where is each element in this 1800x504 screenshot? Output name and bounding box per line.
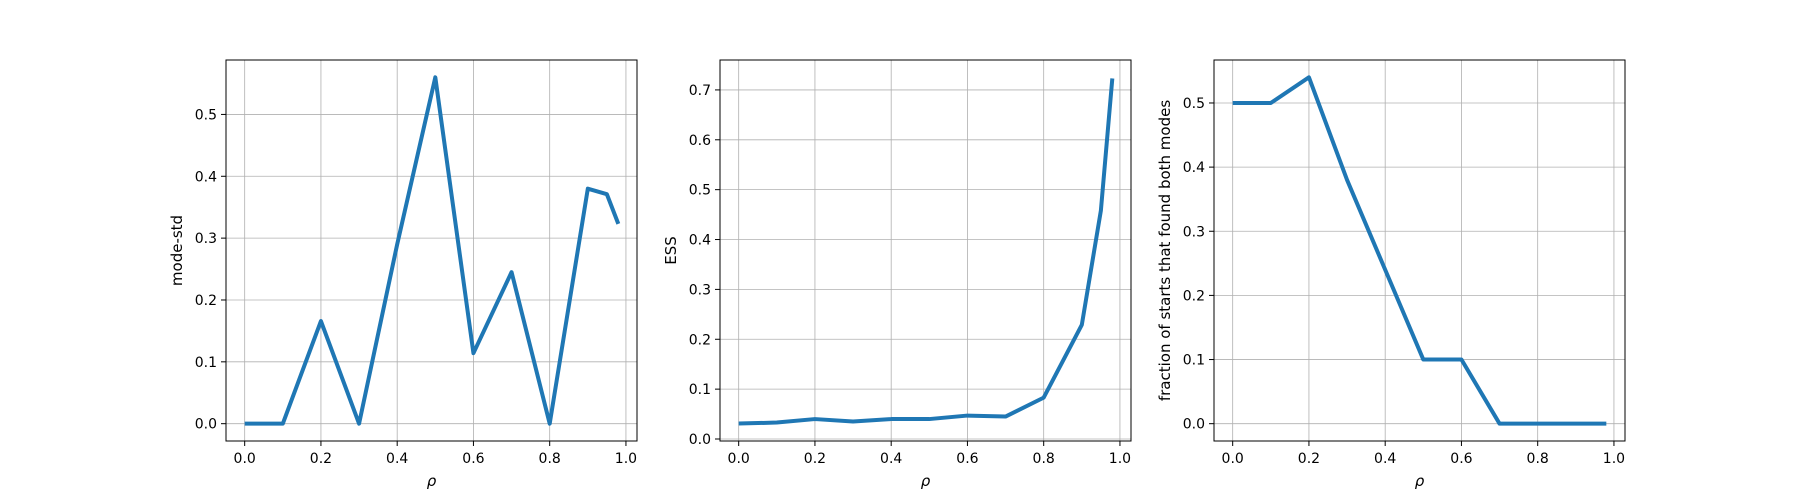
x-tick-label: 0.6	[1450, 451, 1472, 467]
x-tick-label: 0.6	[956, 451, 978, 467]
x-axis-label: ρ	[427, 472, 437, 490]
y-axis-label: mode-std	[168, 215, 186, 286]
x-tick-label: 0.4	[386, 451, 408, 467]
y-tick-label: 0.1	[689, 382, 711, 398]
y-tick-label: 0.0	[689, 432, 711, 448]
x-tick-label: 0.8	[1033, 451, 1055, 467]
chart-panel-2: 0.0 0.2 0.4 0.6 0.8 1.0 0.0 0.1 0.2 0.3 0.4 0.5 0.6 0…	[662, 59, 1132, 490]
x-tick-label: 0.2	[1298, 451, 1320, 467]
y-axis-label: fraction of starts that found both modes	[1156, 100, 1174, 402]
x-tick-label: 0.4	[880, 451, 902, 467]
y-tick-label: 0.5	[689, 183, 711, 199]
y-axis-label: ESS	[662, 236, 680, 265]
chart-panel-3: 0.0 0.2 0.4 0.6 0.8 1.0 0.0 0.1 0.2 0.3 0.4 0.5 ρ fra…	[1156, 59, 1626, 490]
axes-frame	[225, 59, 638, 442]
x-tick-label: 1.0	[1109, 451, 1131, 467]
x-tick-label: 0.0	[1222, 451, 1244, 467]
x-axis-label: ρ	[921, 472, 931, 490]
y-tick-label: 0.2	[1183, 288, 1205, 304]
x-tick-label: 0.8	[539, 451, 561, 467]
y-tick-label: 0.6	[689, 133, 711, 149]
series-line	[244, 75, 621, 426]
y-tick-label: 0.4	[1183, 160, 1205, 176]
x-tick-label: 0.2	[804, 451, 826, 467]
charts-group: 0.0 0.2 0.4 0.6 0.8 1.0 0.0 0.1 0.2 0.3 0.4 0.5 ρ mod…	[168, 59, 1626, 490]
y-tick-label: 0.2	[195, 293, 217, 309]
axes-frame	[1213, 59, 1626, 442]
y-tick-label: 0.0	[195, 417, 217, 433]
x-tick-label: 0.0	[234, 451, 256, 467]
y-tick-label: 0.2	[689, 332, 711, 348]
x-tick-label: 1.0	[1603, 451, 1625, 467]
axes-frame	[719, 59, 1132, 442]
y-tick-label: 0.4	[195, 169, 217, 185]
y-tick-label: 0.1	[1183, 353, 1205, 369]
series-line	[1232, 75, 1607, 426]
y-tick-label: 0.1	[195, 355, 217, 371]
y-tick-label: 0.0	[1183, 417, 1205, 433]
x-tick-label: 0.6	[462, 451, 484, 467]
y-tick-label: 0.3	[1183, 224, 1205, 240]
y-tick-label: 0.5	[195, 107, 217, 123]
x-tick-label: 0.8	[1527, 451, 1549, 467]
y-tick-label: 0.4	[689, 233, 711, 249]
x-tick-label: 1.0	[615, 451, 637, 467]
y-tick-label: 0.3	[689, 282, 711, 298]
x-tick-label: 0.4	[1374, 451, 1396, 467]
x-tick-label: 0.0	[728, 451, 750, 467]
y-tick-label: 0.7	[689, 83, 711, 99]
y-tick-label: 0.5	[1183, 96, 1205, 112]
x-tick-label: 0.2	[310, 451, 332, 467]
x-axis-label: ρ	[1415, 472, 1425, 490]
y-tick-label: 0.3	[195, 231, 217, 247]
series-line	[738, 78, 1115, 426]
chart-panel-1: 0.0 0.2 0.4 0.6 0.8 1.0 0.0 0.1 0.2 0.3 0.4 0.5 ρ mod…	[168, 59, 638, 490]
